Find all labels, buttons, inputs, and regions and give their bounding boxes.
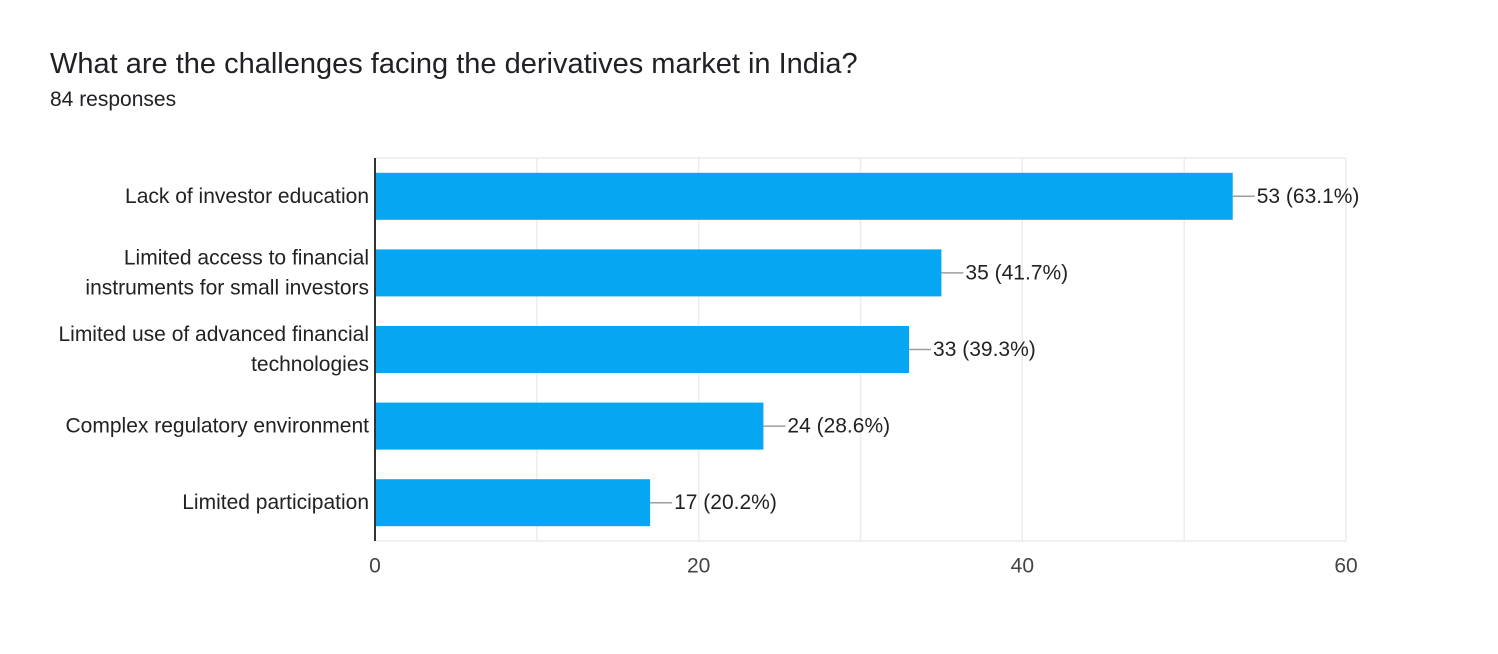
bar-2: [375, 326, 910, 373]
value-label-4: 17 (20.2%): [674, 491, 777, 514]
x-tick-label-60: 60: [1334, 555, 1357, 578]
label-layer: 53 (63.1%) Lack of investor education 35 (…: [58, 185, 1359, 514]
category-label-4-0: Limited participation: [182, 491, 369, 514]
value-label-2: 33 (39.3%): [933, 338, 1036, 361]
x-tick-label-0: 0: [369, 555, 381, 578]
category-label-2-1: technologies: [251, 353, 369, 376]
value-label-3: 24 (28.6%): [787, 415, 890, 438]
category-label-1-1: instruments for small investors: [85, 276, 369, 299]
value-label-0: 53 (63.1%): [1257, 185, 1360, 208]
bar-3: [375, 402, 764, 450]
x-tick-label-20: 20: [687, 555, 710, 578]
bar-layer: [375, 172, 1233, 527]
response-count: 84 responses: [50, 88, 177, 111]
bar-1: [375, 249, 942, 297]
question-title: What are the challenges facing the deriv…: [50, 48, 858, 80]
category-label-2-0: Limited use of advanced financial: [58, 323, 369, 346]
value-label-1: 35 (41.7%): [965, 261, 1068, 284]
category-label-0-0: Lack of investor education: [125, 185, 369, 208]
bar-4: [375, 479, 651, 527]
category-label-1-0: Limited access to financial: [124, 246, 369, 269]
x-tick-label-40: 40: [1011, 555, 1034, 578]
question-header: What are the challenges facing the deriv…: [50, 44, 858, 114]
axis-layer: 0 20 40 60: [369, 158, 1358, 578]
bar-0: [375, 172, 1233, 220]
category-label-3-0: Complex regulatory environment: [66, 415, 370, 438]
